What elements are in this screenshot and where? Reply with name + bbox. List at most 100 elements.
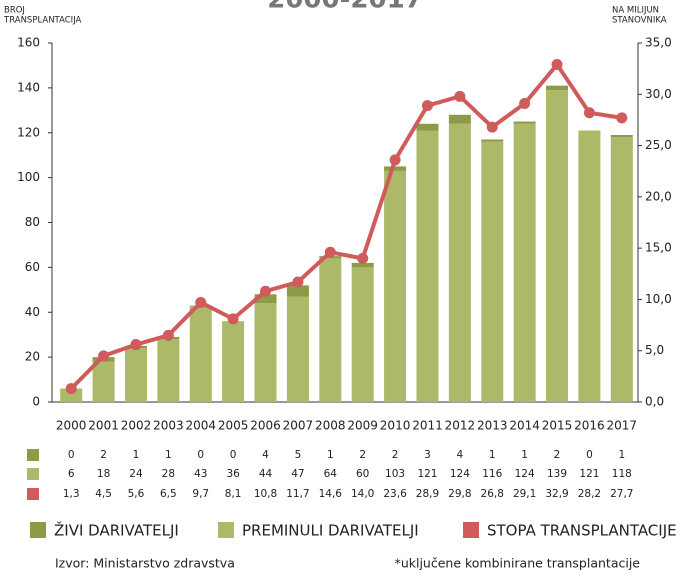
x-tick-label: 2007 bbox=[283, 419, 314, 433]
note: *uključene kombinirane transplantacije bbox=[395, 556, 641, 571]
bar bbox=[254, 294, 277, 304]
x-tick-label: 2008 bbox=[315, 419, 346, 433]
table-cell: 18 bbox=[97, 468, 110, 480]
y2-axis-label: NA MILIJUN bbox=[612, 6, 659, 16]
line bbox=[69, 61, 623, 391]
x-tick-label: 2000 bbox=[56, 419, 87, 433]
table-cell: 1 bbox=[618, 449, 625, 461]
x-tick-label: 2010 bbox=[380, 419, 411, 433]
x-tick-label: 2015 bbox=[542, 419, 573, 433]
bar bbox=[546, 90, 569, 403]
table-cell: 28 bbox=[162, 468, 175, 480]
x-tick-label: 2016 bbox=[574, 419, 605, 433]
legend-swatch bbox=[30, 522, 46, 538]
line-point bbox=[551, 59, 563, 71]
line-point bbox=[227, 313, 239, 325]
bar bbox=[286, 285, 309, 297]
table-cell: 1 bbox=[133, 449, 140, 461]
bar bbox=[416, 123, 439, 131]
table-cell: 0 bbox=[586, 449, 593, 461]
bar bbox=[610, 137, 633, 403]
bar bbox=[546, 85, 569, 91]
y2-tick-label: 0,0 bbox=[645, 395, 664, 409]
bar bbox=[481, 141, 504, 402]
table-cell: 11,7 bbox=[286, 488, 309, 500]
table-cell: 44 bbox=[259, 468, 273, 480]
table-cell: 116 bbox=[482, 468, 502, 480]
y2-tick-label: 20,0 bbox=[645, 189, 672, 203]
table-cell: 23,6 bbox=[383, 488, 407, 500]
table-cell: 9,7 bbox=[192, 488, 209, 500]
bar bbox=[448, 123, 471, 403]
y-tick-label: 0 bbox=[32, 395, 40, 409]
table-cell: 1 bbox=[327, 449, 334, 461]
x-tick-label: 2017 bbox=[607, 419, 638, 433]
table-cell: 5,6 bbox=[128, 488, 145, 500]
bar bbox=[513, 121, 536, 124]
line-point bbox=[519, 98, 531, 110]
table-cell: 26,8 bbox=[481, 488, 504, 500]
y2-tick-label: 15,0 bbox=[645, 241, 672, 255]
table-cell: 3 bbox=[424, 449, 431, 461]
table-cell: 2 bbox=[359, 449, 366, 461]
table-cell: 8,1 bbox=[225, 488, 242, 500]
y-tick-label: 140 bbox=[17, 80, 40, 94]
y2-tick-label: 30,0 bbox=[645, 87, 672, 101]
table-cell: 14,6 bbox=[319, 488, 343, 500]
table-swatch bbox=[27, 449, 39, 461]
bar bbox=[513, 123, 536, 403]
bar bbox=[189, 305, 212, 402]
table-cell: 0 bbox=[68, 449, 75, 461]
table-cell: 124 bbox=[515, 468, 535, 480]
bar bbox=[351, 267, 374, 402]
table-cell: 24 bbox=[129, 468, 143, 480]
table-cell: 36 bbox=[226, 468, 240, 480]
table-cell: 103 bbox=[385, 468, 405, 480]
table-cell: 2 bbox=[392, 449, 399, 461]
y-tick-label: 100 bbox=[17, 170, 40, 184]
bar bbox=[60, 388, 83, 402]
legend-label: ŽIVI DARIVATELJI bbox=[54, 521, 179, 540]
table-cell: 6,5 bbox=[160, 488, 177, 500]
bar bbox=[157, 339, 180, 402]
table-cell: 28,9 bbox=[416, 488, 439, 500]
y-axis-label: BROJ bbox=[4, 6, 25, 16]
line-point bbox=[454, 90, 466, 102]
y2-tick-label: 35,0 bbox=[645, 36, 672, 50]
table-cell: 121 bbox=[417, 468, 437, 480]
source: Izvor: Ministarstvo zdravstva bbox=[55, 556, 235, 571]
line-point bbox=[162, 329, 174, 341]
x-tick-label: 2012 bbox=[445, 419, 476, 433]
bar bbox=[92, 361, 115, 402]
bar bbox=[319, 258, 342, 402]
table-cell: 43 bbox=[194, 468, 207, 480]
bar bbox=[610, 134, 633, 138]
bar bbox=[222, 321, 245, 402]
bar bbox=[124, 348, 147, 402]
table-cell: 6 bbox=[68, 468, 75, 480]
bar bbox=[481, 139, 504, 142]
table-cell: 47 bbox=[291, 468, 304, 480]
table-cell: 14,0 bbox=[351, 488, 374, 500]
table-cell: 32,9 bbox=[545, 488, 568, 500]
x-tick-label: 2003 bbox=[153, 419, 184, 433]
legend-label: STOPA TRANSPLANTACIJE bbox=[487, 522, 677, 540]
line-point bbox=[130, 339, 142, 351]
line-point bbox=[389, 154, 401, 166]
bar bbox=[578, 130, 601, 402]
line-point bbox=[616, 112, 628, 124]
line-point bbox=[357, 252, 369, 264]
y-tick-label: 120 bbox=[17, 125, 40, 139]
table-swatch bbox=[27, 488, 39, 500]
x-tick-label: 2014 bbox=[509, 419, 540, 433]
table-swatch bbox=[27, 468, 39, 480]
line-point bbox=[195, 297, 207, 309]
line-point bbox=[583, 107, 595, 119]
table-cell: 64 bbox=[324, 468, 338, 480]
x-tick-label: 2005 bbox=[218, 419, 249, 433]
bar bbox=[384, 166, 407, 171]
y-tick-label: 60 bbox=[25, 260, 40, 274]
table-cell: 0 bbox=[230, 449, 237, 461]
table-cell: 27,7 bbox=[610, 488, 633, 500]
line-point bbox=[324, 246, 336, 258]
